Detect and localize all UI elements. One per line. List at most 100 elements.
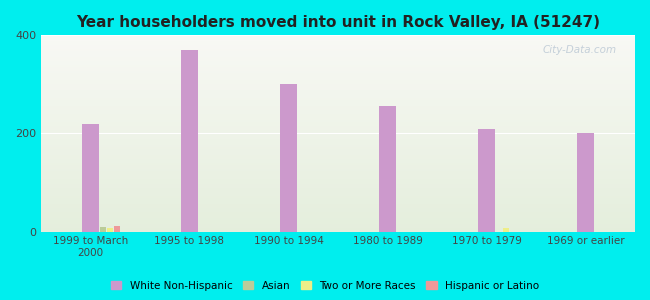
Bar <box>41 196 635 198</box>
Bar <box>41 153 635 155</box>
Bar <box>41 106 635 108</box>
Bar <box>41 198 635 200</box>
Bar <box>41 181 635 182</box>
Bar <box>41 116 635 118</box>
Bar <box>41 214 635 216</box>
Bar <box>41 157 635 159</box>
Bar <box>41 35 635 37</box>
Bar <box>41 139 635 141</box>
Bar <box>41 88 635 90</box>
Bar <box>41 230 635 232</box>
Bar <box>41 167 635 169</box>
Bar <box>41 69 635 71</box>
Bar <box>41 182 635 184</box>
Bar <box>41 102 635 104</box>
Bar <box>41 114 635 116</box>
Bar <box>181 50 198 232</box>
Bar <box>41 134 635 135</box>
Bar <box>478 128 495 232</box>
Bar <box>41 175 635 177</box>
Bar <box>41 57 635 59</box>
Bar <box>41 130 635 131</box>
Bar <box>41 37 635 39</box>
Bar <box>41 84 635 86</box>
Title: Year householders moved into unit in Rock Valley, IA (51247): Year householders moved into unit in Roc… <box>76 15 600 30</box>
Bar <box>41 143 635 145</box>
Bar <box>41 98 635 100</box>
Bar <box>41 210 635 212</box>
Bar <box>41 43 635 45</box>
Bar <box>41 145 635 147</box>
Bar <box>41 177 635 178</box>
Bar <box>41 226 635 228</box>
Bar <box>503 228 509 232</box>
Bar <box>41 65 635 67</box>
Bar <box>41 55 635 57</box>
Bar <box>41 151 635 153</box>
Bar <box>41 108 635 110</box>
Bar <box>41 206 635 208</box>
Bar <box>41 112 635 114</box>
Bar <box>41 224 635 226</box>
Text: City-Data.com: City-Data.com <box>543 45 618 55</box>
Bar <box>107 228 113 232</box>
Bar <box>41 59 635 61</box>
Bar <box>41 155 635 157</box>
Bar <box>41 75 635 76</box>
Bar <box>41 79 635 80</box>
Bar <box>41 194 635 196</box>
Bar <box>41 104 635 106</box>
Bar <box>41 220 635 222</box>
Bar <box>41 173 635 175</box>
Bar <box>41 161 635 163</box>
Bar <box>41 76 635 79</box>
Bar <box>41 212 635 214</box>
Bar <box>41 124 635 126</box>
Bar <box>41 131 635 134</box>
Bar <box>41 178 635 181</box>
Bar <box>41 202 635 204</box>
Bar <box>41 165 635 167</box>
Bar <box>41 41 635 43</box>
Bar <box>41 53 635 55</box>
Bar <box>41 192 635 194</box>
Bar <box>41 163 635 165</box>
Bar <box>41 80 635 83</box>
Bar <box>41 222 635 224</box>
Bar <box>41 159 635 161</box>
Bar <box>41 73 635 75</box>
Bar <box>41 184 635 186</box>
Bar <box>41 96 635 98</box>
Bar <box>100 226 107 232</box>
Bar <box>41 218 635 220</box>
Bar <box>41 120 635 122</box>
Bar <box>114 226 120 232</box>
Bar <box>41 190 635 192</box>
Bar <box>41 110 635 112</box>
Bar <box>41 137 635 139</box>
Bar <box>41 92 635 94</box>
Bar <box>41 71 635 73</box>
Bar <box>41 45 635 47</box>
Bar <box>41 204 635 206</box>
Bar <box>41 51 635 53</box>
Bar <box>41 186 635 188</box>
Bar <box>41 47 635 49</box>
Bar <box>41 135 635 137</box>
Bar <box>41 208 635 210</box>
Bar <box>280 84 298 232</box>
Bar <box>41 169 635 171</box>
Bar <box>41 149 635 151</box>
Bar <box>41 63 635 65</box>
Bar <box>41 128 635 130</box>
Bar <box>41 39 635 41</box>
Bar <box>41 86 635 88</box>
Bar <box>41 188 635 190</box>
Legend: White Non-Hispanic, Asian, Two or More Races, Hispanic or Latino: White Non-Hispanic, Asian, Two or More R… <box>107 277 543 295</box>
Bar <box>577 134 594 232</box>
Bar <box>41 228 635 230</box>
Bar <box>41 100 635 102</box>
Bar <box>41 49 635 51</box>
Bar <box>41 94 635 96</box>
Bar <box>41 90 635 92</box>
